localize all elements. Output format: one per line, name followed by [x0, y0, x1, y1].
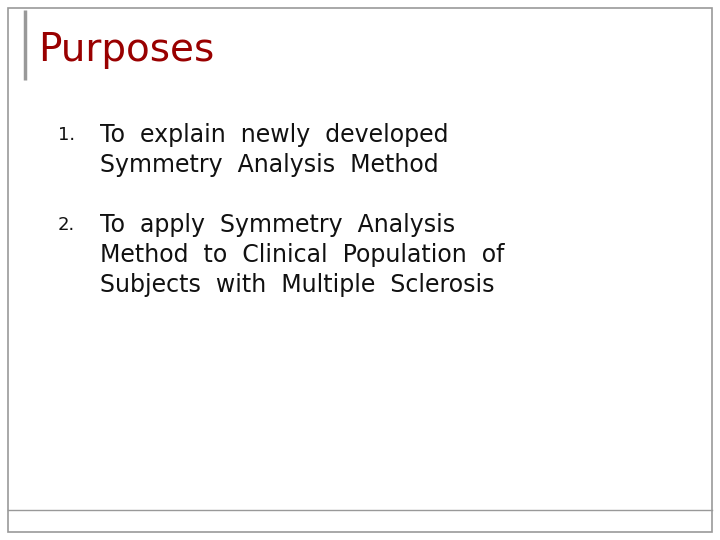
Text: Method  to  Clinical  Population  of: Method to Clinical Population of: [100, 243, 505, 267]
Text: 2.: 2.: [58, 216, 76, 234]
Text: Symmetry  Analysis  Method: Symmetry Analysis Method: [100, 153, 438, 177]
Text: To  explain  newly  developed: To explain newly developed: [100, 123, 449, 147]
Text: Subjects  with  Multiple  Sclerosis: Subjects with Multiple Sclerosis: [100, 273, 495, 297]
Text: Purposes: Purposes: [38, 31, 215, 69]
Text: To  apply  Symmetry  Analysis: To apply Symmetry Analysis: [100, 213, 455, 237]
Text: 1.: 1.: [58, 126, 75, 144]
